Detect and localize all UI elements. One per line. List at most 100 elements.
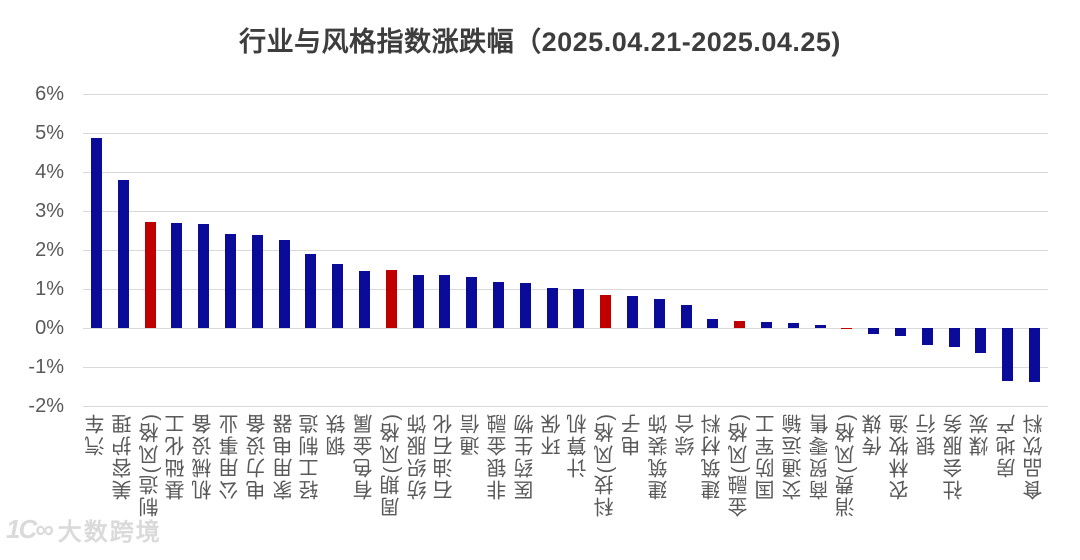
bar-非银金融 (492, 281, 504, 328)
gridline-2% (83, 250, 1048, 251)
gridline-4% (83, 172, 1048, 173)
x-label-周期(风格): 周期(风格) (380, 412, 403, 518)
bar-石油石化 (439, 275, 451, 328)
x-label-cell-消费(风格): 消费(风格) (833, 412, 861, 560)
bar-交通运输 (787, 322, 799, 328)
bar-银行 (921, 328, 933, 345)
bar-电子 (627, 296, 638, 328)
bar-综合 (680, 304, 692, 328)
bar-汽车 (90, 138, 102, 328)
x-label-食品饮料: 食品饮料 (1024, 412, 1047, 500)
bar-建筑材料 (707, 319, 719, 328)
bar-周期(风格) (385, 269, 397, 328)
x-label-cell-电子: 电子 (619, 412, 647, 560)
bar-食品饮料 (1029, 328, 1041, 382)
y-tick-label--1%: -1% (28, 356, 64, 378)
x-label-cell-石油石化: 石油石化 (431, 412, 459, 560)
bar-家用电器 (278, 239, 290, 328)
x-label-农林牧渔: 农林牧渔 (890, 412, 913, 500)
x-label-cell-房地产: 房地产 (994, 412, 1022, 560)
gridline-3% (83, 211, 1048, 212)
y-tick-label-1%: 1% (35, 278, 64, 300)
bar-轻工制造 (305, 253, 317, 328)
bar-煤炭 (975, 328, 987, 354)
x-label-cell-通信: 通信 (458, 412, 486, 560)
y-tick-label-4%: 4% (35, 161, 64, 183)
bar-科技(风格) (600, 295, 612, 328)
bar-社会服务 (948, 328, 960, 348)
x-label-cell-社会服务: 社会服务 (940, 412, 968, 560)
bar-机械设备 (198, 223, 210, 328)
x-label-cell-银行: 银行 (913, 412, 941, 560)
bar-计算机 (573, 289, 585, 328)
bar-房地产 (1002, 328, 1014, 381)
x-label-cell-周期(风格): 周期(风格) (377, 412, 405, 560)
x-label-公用事业: 公用事业 (219, 412, 242, 500)
x-label-计算机: 计算机 (568, 412, 591, 478)
bar-公用事业 (224, 234, 236, 328)
bar-国防军工 (761, 322, 773, 328)
x-label-cell-建筑装饰: 建筑装饰 (645, 412, 673, 560)
chart-title: 行业与风格指数涨跌幅（2025.04.21-2025.04.25) (239, 27, 841, 57)
watermark: 1C∞ 大数跨境 (6, 512, 162, 547)
x-label-电子: 电子 (622, 412, 644, 456)
x-label-通信: 通信 (461, 412, 484, 456)
bar-纺织服饰 (412, 274, 424, 328)
x-label-消费(风格): 消费(风格) (836, 412, 859, 518)
bar-传媒 (868, 328, 880, 334)
y-tick-label--2%: -2% (28, 395, 64, 417)
y-tick-label-3%: 3% (35, 200, 64, 222)
x-label-cell-食品饮料: 食品饮料 (1021, 412, 1049, 560)
x-label-cell-基础化工: 基础化工 (163, 412, 191, 560)
y-tick-label-2%: 2% (35, 239, 64, 261)
x-label-建筑材料: 建筑材料 (702, 412, 725, 500)
bar-商贸零售 (814, 325, 826, 328)
x-label-科技(风格): 科技(风格) (595, 412, 618, 518)
y-tick-label-5%: 5% (35, 122, 64, 144)
x-label-家用电器: 家用电器 (273, 412, 296, 500)
x-label-煤炭: 煤炭 (970, 412, 993, 456)
gridline-1% (83, 289, 1048, 290)
gridline-0% (83, 328, 1048, 329)
gridline--1% (83, 367, 1048, 368)
x-label-cell-商贸零售: 商贸零售 (806, 412, 834, 560)
bar-通信 (466, 276, 478, 328)
x-label-cell-农林牧渔: 农林牧渔 (887, 412, 915, 560)
y-tick-label-0%: 0% (35, 317, 64, 339)
x-label-cell-建筑材料: 建筑材料 (699, 412, 727, 560)
bar-医药生物 (519, 282, 531, 328)
x-label-医药生物: 医药生物 (514, 412, 537, 500)
x-label-房地产: 房地产 (997, 412, 1020, 478)
x-label-cell-金融(风格): 金融(风格) (726, 412, 754, 560)
x-label-石油石化: 石油石化 (434, 412, 457, 500)
x-label-美容护理: 美容护理 (112, 412, 135, 500)
x-label-金融(风格): 金融(风格) (729, 412, 752, 518)
x-label-cell-交通运输: 交通运输 (779, 412, 807, 560)
gridline--2% (83, 406, 1048, 407)
x-label-机械设备: 机械设备 (193, 412, 216, 500)
bar-建筑装饰 (653, 298, 665, 328)
gridline-6% (83, 94, 1048, 95)
x-label-商贸零售: 商贸零售 (809, 412, 832, 500)
x-label-cell-钢铁: 钢铁 (324, 412, 352, 560)
bar-钢铁 (332, 264, 344, 328)
bar-金融(风格) (734, 320, 746, 328)
bar-美容护理 (117, 179, 129, 328)
x-label-钢铁: 钢铁 (327, 412, 350, 456)
x-label-cell-纺织服饰: 纺织服饰 (404, 412, 432, 560)
watermark-brand: 大数跨境 (57, 519, 162, 546)
x-label-有色金属: 有色金属 (353, 412, 376, 500)
x-label-cell-综合: 综合 (672, 412, 700, 560)
x-label-综合: 综合 (675, 412, 698, 456)
bar-有色金属 (358, 270, 370, 328)
x-label-cell-轻工制造: 轻工制造 (297, 412, 325, 560)
x-label-cell-有色金属: 有色金属 (350, 412, 378, 560)
x-label-cell-传媒: 传媒 (860, 412, 888, 560)
x-label-社会服务: 社会服务 (943, 412, 966, 500)
x-label-cell-公用事业: 公用事业 (216, 412, 244, 560)
bar-环保 (546, 287, 558, 328)
x-label-cell-医药生物: 医药生物 (511, 412, 539, 560)
x-label-cell-家用电器: 家用电器 (270, 412, 298, 560)
